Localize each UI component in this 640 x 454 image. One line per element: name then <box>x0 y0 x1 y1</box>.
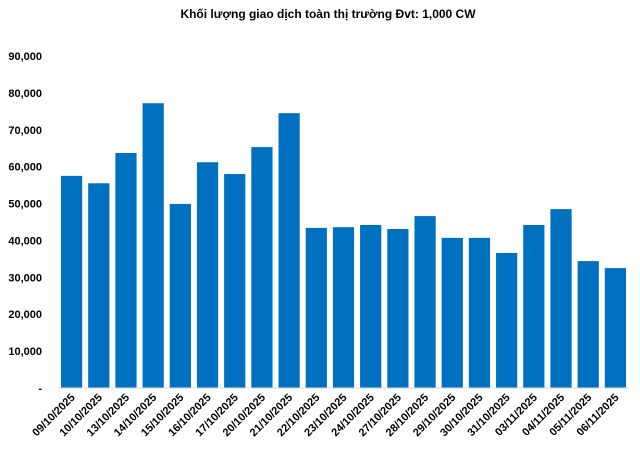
bar-06/11/2025 <box>604 268 627 388</box>
bar-14/10/2025 <box>142 103 164 389</box>
bar-29/10/2025 <box>441 237 463 388</box>
y-tick-label: 40,000 <box>8 235 42 247</box>
bar-05/11/2025 <box>577 261 599 388</box>
bar-21/10/2025 <box>278 113 300 388</box>
y-tick-label: 60,000 <box>8 162 42 174</box>
bar-04/11/2025 <box>550 209 572 388</box>
y-tick-label: 80,000 <box>8 88 42 100</box>
bar-28/10/2025 <box>414 216 436 388</box>
bars <box>60 103 627 389</box>
bar-23/10/2025 <box>332 227 355 388</box>
y-tick-label: - <box>38 383 42 395</box>
bar-15/10/2025 <box>169 203 191 388</box>
bar-17/10/2025 <box>224 174 246 388</box>
bar-31/10/2025 <box>496 252 518 388</box>
bar-24/10/2025 <box>360 224 382 388</box>
bar-03/11/2025 <box>523 224 545 388</box>
y-tick-label: 20,000 <box>8 309 42 321</box>
x-axis: 09/10/202510/10/202513/10/202514/10/2025… <box>30 392 621 439</box>
bar-20/10/2025 <box>251 147 273 388</box>
y-axis: - 10,000 20,000 30,000 40,000 50,000 60,000 70,… <box>8 51 42 395</box>
bar-09/10/2025 <box>60 175 83 388</box>
bar-13/10/2025 <box>115 153 137 388</box>
chart-title: Khối lượng giao dịch toàn thị trường Đvt… <box>180 7 476 21</box>
bar-30/10/2025 <box>468 237 491 388</box>
bar-10/10/2025 <box>88 183 110 388</box>
y-tick-label: 30,000 <box>8 272 42 284</box>
bar-22/10/2025 <box>305 227 327 388</box>
bar-16/10/2025 <box>196 162 219 388</box>
bar-27/10/2025 <box>387 229 409 388</box>
y-tick-label: 70,000 <box>8 125 42 137</box>
y-tick-label: 10,000 <box>8 346 42 358</box>
y-tick-label: 90,000 <box>8 51 42 63</box>
y-tick-label: 50,000 <box>8 199 42 211</box>
